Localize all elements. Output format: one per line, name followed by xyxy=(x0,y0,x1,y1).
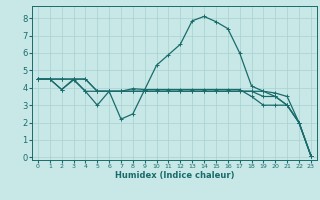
X-axis label: Humidex (Indice chaleur): Humidex (Indice chaleur) xyxy=(115,171,234,180)
